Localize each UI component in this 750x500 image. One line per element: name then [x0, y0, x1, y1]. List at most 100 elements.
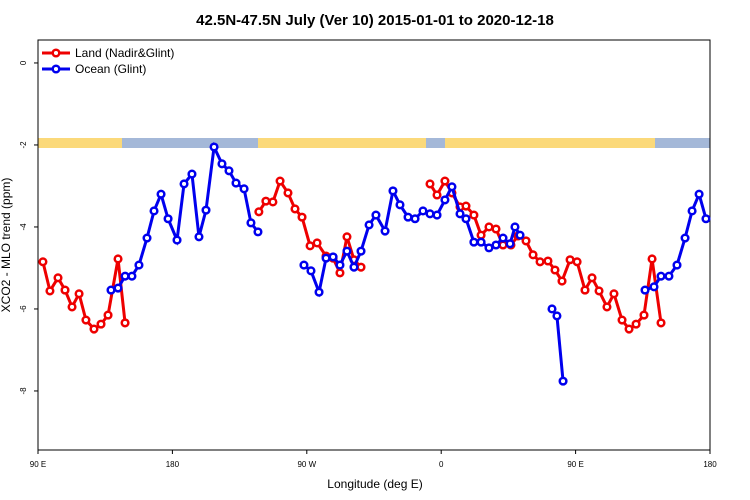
data-point — [299, 260, 309, 270]
data-point — [246, 218, 256, 228]
data-point — [484, 243, 494, 253]
data-point — [342, 246, 352, 256]
data-point — [253, 227, 263, 237]
data-point — [672, 260, 682, 270]
data-point — [425, 179, 435, 189]
data-point — [656, 271, 666, 281]
data-point — [106, 285, 116, 295]
data-point — [134, 260, 144, 270]
data-point — [425, 209, 435, 219]
data-point — [356, 262, 366, 272]
data-point — [127, 271, 137, 281]
data-point — [342, 232, 352, 242]
data-point — [349, 262, 359, 272]
data-point — [587, 273, 597, 283]
data-point — [639, 310, 649, 320]
data-point — [418, 206, 428, 216]
data-point — [647, 254, 657, 264]
data-point — [572, 257, 582, 267]
data-point — [440, 195, 450, 205]
data-point — [701, 214, 711, 224]
data-point — [649, 282, 659, 292]
data-point — [113, 254, 123, 264]
data-point — [491, 224, 501, 234]
data-point — [687, 206, 697, 216]
data-point — [403, 212, 413, 222]
data-point — [103, 310, 113, 320]
data-point — [283, 188, 293, 198]
data-point — [521, 236, 531, 246]
data-point — [491, 240, 501, 250]
data-point — [617, 315, 627, 325]
legend-label: Land (Nadir&Glint) — [75, 46, 174, 60]
data-point — [305, 241, 315, 251]
x-tick-label: 180 — [166, 460, 180, 469]
data-point — [53, 273, 63, 283]
data-point — [254, 207, 264, 217]
data-point — [440, 176, 450, 186]
data-point — [297, 212, 307, 222]
data-point — [461, 201, 471, 211]
data-point — [38, 257, 48, 267]
data-point — [432, 210, 442, 220]
data-point — [461, 214, 471, 224]
data-point — [580, 285, 590, 295]
y-axis-label: XCO2 - MLO trend (ppm) — [0, 178, 13, 313]
data-point — [680, 233, 690, 243]
data-point — [552, 311, 562, 321]
data-point — [469, 210, 479, 220]
data-point — [505, 239, 515, 249]
data-point — [432, 190, 442, 200]
legend-marker — [51, 64, 61, 74]
data-point — [543, 256, 553, 266]
data-point — [268, 197, 278, 207]
data-point — [476, 230, 486, 240]
plot-frame — [37, 39, 711, 451]
data-point — [515, 230, 525, 240]
series-line — [41, 177, 663, 332]
data-point — [380, 226, 390, 236]
y-tick-label: -2 — [19, 141, 28, 149]
data-point — [558, 376, 568, 386]
data-point — [187, 169, 197, 179]
data-point — [45, 286, 55, 296]
data-point — [67, 302, 77, 312]
data-point — [664, 271, 674, 281]
data-point — [469, 237, 479, 247]
data-point — [602, 302, 612, 312]
legend-marker — [51, 48, 61, 58]
data-point — [89, 324, 99, 334]
y-tick-label: 0 — [19, 60, 28, 65]
data-point — [149, 206, 159, 216]
data-point — [120, 318, 130, 328]
mask-land — [38, 138, 122, 148]
data-point — [498, 233, 508, 243]
y-tick-label: -4 — [19, 223, 28, 231]
data-point — [656, 318, 666, 328]
land-mask — [38, 138, 710, 148]
data-point — [557, 276, 567, 286]
data-point — [498, 240, 508, 250]
data-point — [217, 159, 227, 169]
data-point — [224, 166, 234, 176]
data-point — [81, 315, 91, 325]
data-point — [371, 210, 381, 220]
data-point — [239, 184, 249, 194]
x-tick-label: 90 E — [30, 460, 46, 469]
data-point — [314, 287, 324, 297]
data-point — [321, 253, 331, 263]
data-point — [231, 178, 241, 188]
data-point — [640, 285, 650, 295]
x-tick-label: 90 W — [297, 460, 316, 469]
data-point — [209, 142, 219, 152]
data-point — [565, 255, 575, 265]
data-point — [261, 196, 271, 206]
data-point — [694, 189, 704, 199]
data-point — [624, 324, 634, 334]
data-point — [172, 235, 182, 245]
data-point — [455, 209, 465, 219]
data-point — [535, 257, 545, 267]
data-point — [476, 237, 486, 247]
data-point — [290, 204, 300, 214]
